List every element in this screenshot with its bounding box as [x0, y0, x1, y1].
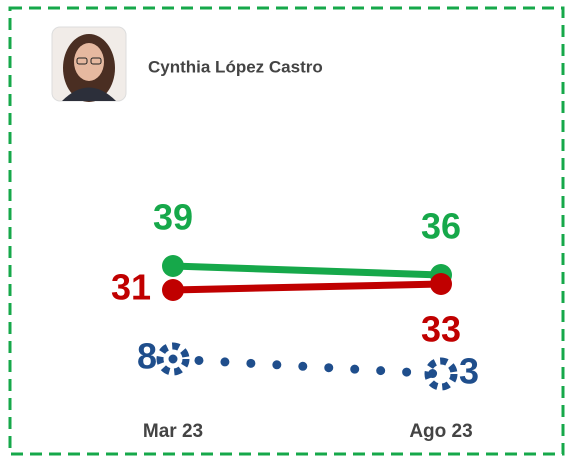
- data-label: 39: [153, 197, 193, 238]
- page: Cynthia López Castro Mar 23 Ago 23 39 36 31 3…: [0, 0, 573, 462]
- avatar: [52, 27, 126, 102]
- x-tick-label: Mar 23: [143, 421, 203, 442]
- data-label: 33: [421, 309, 461, 350]
- data-label: 31: [111, 267, 151, 308]
- data-label: 8: [137, 336, 157, 377]
- x-tick-label: Ago 23: [409, 421, 472, 442]
- chart: Cynthia López Castro Mar 23 Ago 23 39 36 31 3…: [0, 0, 573, 462]
- data-label: 3: [459, 351, 479, 392]
- marker: [162, 255, 184, 277]
- chart-title: Cynthia López Castro: [148, 57, 323, 76]
- data-label: 36: [421, 206, 461, 247]
- marker: [162, 279, 184, 301]
- marker: [430, 273, 452, 295]
